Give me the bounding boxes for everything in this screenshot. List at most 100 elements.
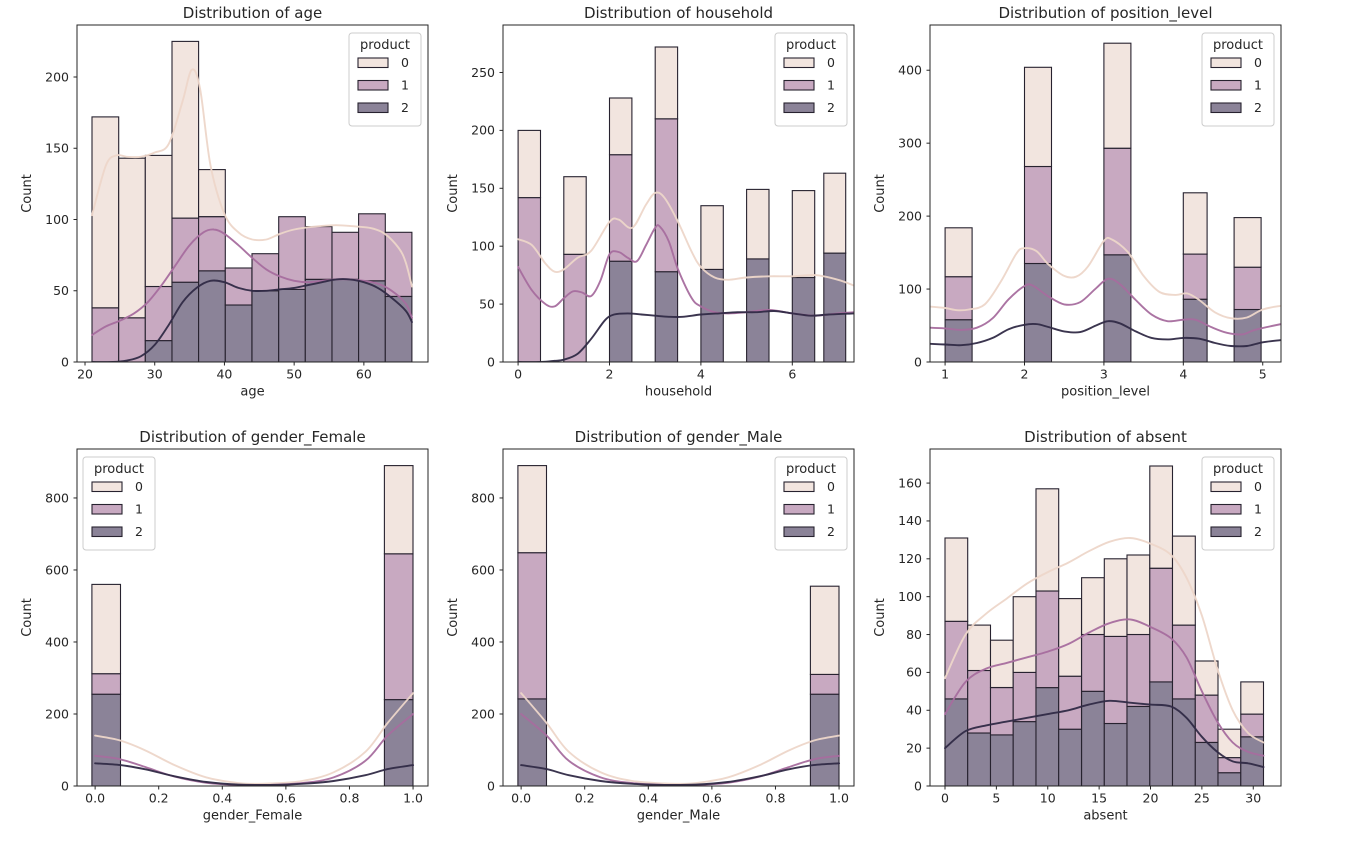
bar-segment-product-1 xyxy=(1103,147,1132,256)
bar-segment-product-2 xyxy=(1171,698,1196,786)
legend-entry-label: 2 xyxy=(827,100,835,115)
bar-segment-product-0 xyxy=(1240,681,1265,715)
bar-segment-product-2 xyxy=(1103,254,1132,362)
legend-swatch-product-1 xyxy=(1210,503,1242,515)
y-axis-label: Count xyxy=(446,598,461,637)
y-tick-label: 0 xyxy=(61,778,69,793)
x-tick-label: 5 xyxy=(992,791,1000,806)
kde-line-product-0 xyxy=(520,692,841,785)
bar-segment-product-1 xyxy=(91,673,122,695)
bar-segment-product-1 xyxy=(967,669,992,734)
x-axis-label: position_level xyxy=(1061,385,1150,400)
subplot-household: 0 2 4 6 0 50 100 150 200 250 Distribution of house… xyxy=(446,4,855,400)
x-tick-label: 0.4 xyxy=(638,791,658,806)
kde-line-product-1 xyxy=(91,228,413,336)
bar-segment-product-0 xyxy=(967,624,992,672)
bar-segment-product-0 xyxy=(383,465,414,555)
bar-segment-product-1 xyxy=(1035,590,1060,689)
bar-segment-product-1 xyxy=(1103,635,1128,725)
legend-entry-label: 1 xyxy=(401,78,409,93)
bar-segment-product-2 xyxy=(278,288,306,362)
kde-line-product-0 xyxy=(944,537,1265,744)
kde-line-product-0 xyxy=(517,191,854,287)
x-tick-label: 15 xyxy=(1091,791,1107,806)
bar-segment-product-1 xyxy=(198,216,226,272)
x-tick-label: 4 xyxy=(1179,367,1187,382)
legend-entry-label: 0 xyxy=(135,479,143,494)
legend: product 0 1 2 xyxy=(774,32,848,127)
x-tick-label: 30 xyxy=(147,367,163,382)
x-tick-label: 6 xyxy=(788,367,796,382)
x-tick-label: 0.2 xyxy=(575,791,595,806)
x-tick-label: 0 xyxy=(514,367,522,382)
legend-entry-label: 0 xyxy=(827,479,835,494)
legend-swatch-product-0 xyxy=(783,481,815,493)
x-tick-label: 1.0 xyxy=(829,791,849,806)
legend-entry-label: 2 xyxy=(1254,524,1262,539)
bar-segment-product-2 xyxy=(791,276,816,362)
bar-segment-product-2 xyxy=(700,268,724,362)
legend-entry-label: 2 xyxy=(1254,100,1262,115)
x-tick-label: 1.0 xyxy=(403,791,423,806)
legend-swatch-product-0 xyxy=(357,57,389,69)
legend-title: product xyxy=(94,462,144,477)
kde-layer xyxy=(930,236,1281,348)
y-tick-label: 400 xyxy=(45,634,69,649)
y-tick-label: 0 xyxy=(914,354,922,369)
legend-entry-label: 1 xyxy=(827,502,835,517)
axes-spines xyxy=(929,448,1282,787)
chart-title: Distribution of position_level xyxy=(998,4,1212,23)
x-tick-label: 1 xyxy=(941,367,949,382)
bar-segment-product-0 xyxy=(746,188,770,260)
bar-segment-product-0 xyxy=(944,537,969,622)
legend-entry-label: 1 xyxy=(135,502,143,517)
subplot-absent: 0 5 10 15 20 25 30020406080100120140160Distrib… xyxy=(873,428,1282,824)
bar-segment-product-1 xyxy=(989,687,1014,736)
chart-title: Distribution of household xyxy=(584,4,773,22)
bar-segment-product-2 xyxy=(383,699,414,786)
bar-segment-product-0 xyxy=(1035,488,1060,592)
y-tick-label: 200 xyxy=(45,706,69,721)
legend: product 0 1 2 xyxy=(1201,456,1275,551)
kde-layer xyxy=(91,68,413,362)
bar-segment-product-1 xyxy=(91,307,120,362)
bar-segment-product-0 xyxy=(1149,465,1174,569)
bar-segment-product-2 xyxy=(1217,772,1242,786)
bar-segment-product-0 xyxy=(1194,660,1219,696)
bar-segment-product-1 xyxy=(654,118,679,273)
y-tick-label: 200 xyxy=(471,706,495,721)
bar-segment-product-2 xyxy=(1058,728,1083,786)
kde-line-product-0 xyxy=(94,692,415,785)
bar-segment-product-1 xyxy=(944,276,973,321)
legend-entry-label: 0 xyxy=(1254,55,1262,70)
legend-title: product xyxy=(786,462,836,477)
kde-line-product-1 xyxy=(517,224,854,317)
legend-entry-label: 0 xyxy=(827,55,835,70)
bar-segment-product-0 xyxy=(517,129,542,199)
subplot-position_level: 1 2 3 4 5 0 100 200 300 400 Distribution of positi… xyxy=(873,4,1282,400)
legend-entry-label: 1 xyxy=(1254,78,1262,93)
legend-swatch-product-1 xyxy=(783,503,815,515)
legend-swatch-product-2 xyxy=(357,102,389,114)
bar-segment-product-2 xyxy=(304,278,333,362)
bar-segment-product-1 xyxy=(384,231,413,297)
kde-layer xyxy=(944,537,1265,769)
x-tick-label: 30 xyxy=(1245,791,1261,806)
bar-segment-product-0 xyxy=(1103,42,1132,149)
x-tick-label: 20 xyxy=(1143,791,1159,806)
axes-spines xyxy=(502,448,855,787)
bar-segment-product-1 xyxy=(1240,713,1265,738)
y-tick-label: 400 xyxy=(898,63,922,78)
x-tick-label: 0.6 xyxy=(276,791,296,806)
bar-segment-product-2 xyxy=(989,734,1014,786)
bar-segment-product-0 xyxy=(1217,728,1242,759)
x-tick-label: 0.8 xyxy=(340,791,360,806)
x-tick-label: 10 xyxy=(1040,791,1056,806)
x-tick-label: 0.0 xyxy=(511,791,531,806)
legend-swatch-product-0 xyxy=(1210,481,1242,493)
kde-line-product-2 xyxy=(520,762,841,786)
y-tick-label: 800 xyxy=(471,490,495,505)
legend: product 0 1 2 xyxy=(774,456,848,551)
legend-entry-label: 0 xyxy=(401,55,409,70)
x-axis-label: absent xyxy=(1083,809,1127,824)
